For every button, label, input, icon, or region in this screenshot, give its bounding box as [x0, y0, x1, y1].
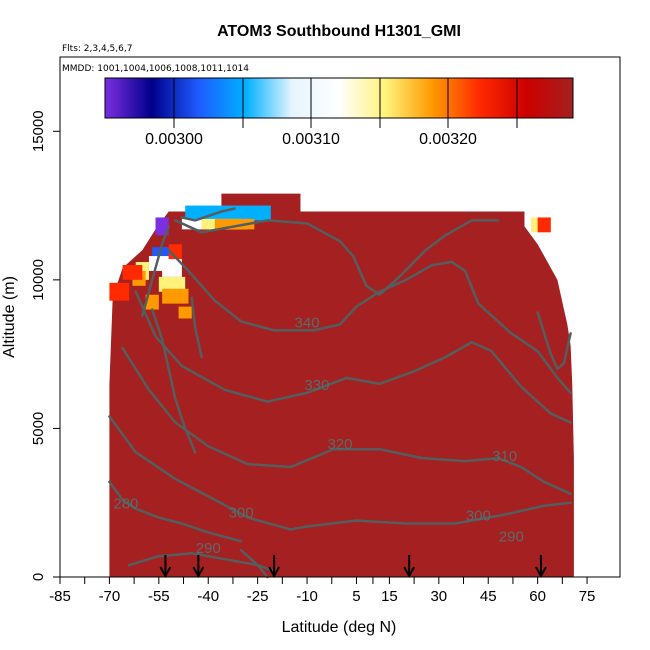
contour-line — [108, 480, 243, 543]
x-tick-label: -25 — [247, 588, 269, 605]
contour-label: 330 — [304, 377, 329, 394]
x-tick-label: 75 — [579, 588, 596, 605]
colorbar-strip — [104, 77, 574, 119]
field-patch — [109, 282, 130, 301]
x-tick-label: 30 — [430, 588, 447, 605]
contour-line — [536, 311, 572, 371]
x-tick-label: -40 — [197, 588, 219, 605]
contour-line — [108, 415, 572, 531]
colorbar: 0.00300 0.00310 0.00320 — [104, 77, 574, 148]
y-tick-label: 15000 — [30, 110, 47, 152]
contour-label: 290 — [196, 540, 221, 557]
field-patch — [178, 306, 192, 319]
x-tick-label: 45 — [480, 588, 497, 605]
contour-line — [190, 296, 203, 359]
colorbar-dividers — [173, 78, 518, 128]
field-patch — [155, 217, 169, 236]
contour-line — [141, 225, 170, 317]
contour-line — [134, 290, 572, 424]
field-patch — [537, 217, 551, 233]
field-patch — [152, 247, 179, 260]
contour-label: 320 — [327, 436, 352, 453]
contour-label: 310 — [492, 448, 517, 465]
contour-line — [150, 308, 197, 454]
x-tick-label: -70 — [99, 588, 121, 605]
flight-arrow-head — [159, 566, 172, 579]
colorbar-label-3: 0.00320 — [419, 131, 477, 148]
contour-line — [180, 207, 236, 222]
flight-arrow-head — [268, 566, 280, 579]
x-tick-label: -55 — [148, 588, 170, 605]
x-tick-label: 60 — [529, 588, 546, 605]
contour-line — [127, 551, 276, 573]
plot-area: 280 290 300 320 330 340 310 300 290 — [108, 193, 574, 579]
contour-label: 280 — [113, 496, 138, 513]
flight-arrow-head — [403, 566, 416, 579]
contour-lines — [108, 207, 572, 579]
field-patch — [162, 259, 182, 277]
colorbar-label-1: 0.00300 — [145, 131, 203, 148]
heatmap-field — [109, 193, 574, 577]
y-tick-label: 0 — [30, 573, 47, 581]
x-axis-label: Latitude (deg N) — [282, 619, 397, 636]
y-axis: 0 5000 10000 15000 — [30, 57, 61, 581]
contour-label: 340 — [295, 314, 320, 331]
x-tick-label: -85 — [49, 588, 71, 605]
field-patch — [214, 218, 255, 230]
field-background — [109, 193, 574, 577]
x-tick-label: -10 — [296, 588, 318, 605]
colorbar-label-2: 0.00310 — [282, 131, 340, 148]
contour-label: 290 — [499, 528, 524, 545]
contour-label: 300 — [466, 508, 491, 525]
contour-labels: 280 290 300 320 330 340 310 300 290 — [113, 314, 523, 557]
field-patch — [162, 288, 189, 304]
field-patch — [122, 265, 143, 280]
x-axis: -85 -70 -55 -40 -25 -10 5 15 30 45 60 75 — [49, 576, 620, 605]
contour-line — [239, 549, 269, 579]
y-axis-label: Altitude (m) — [1, 276, 18, 358]
field-patch — [158, 276, 186, 292]
flight-arrow-head — [535, 566, 547, 579]
flight-arrows — [159, 555, 547, 579]
y-tick-label: 10000 — [30, 259, 47, 301]
contour-line — [121, 346, 572, 496]
flight-arrow-head — [192, 566, 205, 579]
chart-title: ATOM3 Southbound H1301_GMI — [217, 23, 461, 40]
field-patch — [145, 294, 159, 310]
x-tick-label: 5 — [352, 588, 360, 605]
contour-line — [174, 219, 500, 296]
contour-label: 300 — [229, 505, 254, 522]
x-tick-label: 15 — [381, 588, 398, 605]
flights-label: Flts: 2,3,4,5,6,7 — [62, 44, 132, 54]
dates-label: MMDD: 1001,1004,1006,1008,1011,1014 — [62, 64, 249, 74]
y-tick-label: 5000 — [30, 412, 47, 445]
contour-line — [167, 248, 572, 395]
